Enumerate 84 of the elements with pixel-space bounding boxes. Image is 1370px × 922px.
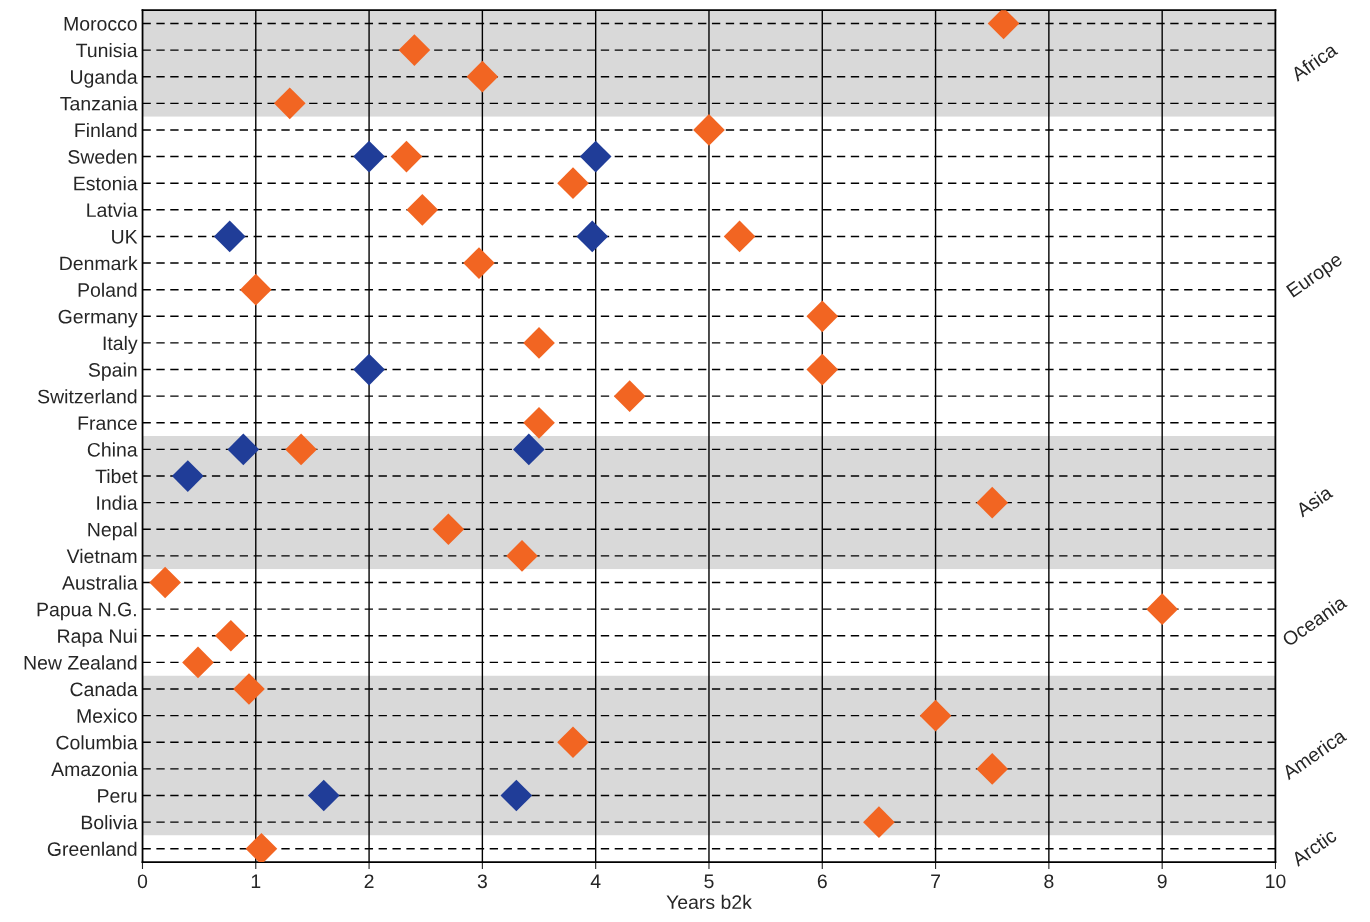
point xyxy=(557,726,589,759)
band-label: Asia xyxy=(1294,484,1334,518)
point xyxy=(557,167,589,200)
point xyxy=(213,220,246,253)
point xyxy=(919,699,952,732)
y-tick-label: Poland xyxy=(78,282,137,297)
point xyxy=(390,140,423,173)
point xyxy=(182,646,214,679)
y-tick-label: Amazonia xyxy=(51,761,138,777)
x-tick-label: 8 xyxy=(1044,874,1054,889)
y-tick-label: Tunisia xyxy=(76,43,138,58)
y-tick-label: Nepal xyxy=(88,522,137,541)
point xyxy=(463,247,495,279)
point xyxy=(806,353,839,386)
x-tick-label: 2 xyxy=(364,874,374,888)
x-tick-label: 5 xyxy=(704,874,714,889)
point xyxy=(506,540,538,572)
x-tick-label: 3 xyxy=(477,874,487,889)
point xyxy=(171,460,204,492)
point xyxy=(523,406,555,439)
point xyxy=(976,486,1009,519)
y-tick-label: Bolivia xyxy=(81,815,138,830)
y-tick-label: Morocco xyxy=(64,17,137,31)
point xyxy=(723,220,756,253)
point xyxy=(398,34,431,66)
x-tick-label: 9 xyxy=(1157,874,1167,889)
point xyxy=(273,87,306,120)
y-tick-label: Italy xyxy=(103,335,138,355)
point xyxy=(353,140,385,173)
y-tick-label: Finland xyxy=(75,122,137,138)
point xyxy=(149,566,181,599)
y-tick-label: Estonia xyxy=(74,176,138,191)
x-tick-label: 6 xyxy=(817,874,827,889)
x-tick-label: 1 xyxy=(251,874,261,888)
y-tick-label: UK xyxy=(112,230,138,244)
point xyxy=(353,353,385,386)
point xyxy=(693,114,725,146)
point xyxy=(215,619,247,652)
y-tick-label: Canada xyxy=(70,681,138,697)
y-tick-label: New Zealand xyxy=(24,655,137,670)
point xyxy=(1146,593,1179,625)
point xyxy=(806,300,839,333)
x-tick-label: 0 xyxy=(137,874,148,889)
point xyxy=(432,513,465,546)
y-tick-label: Tibet xyxy=(95,468,138,484)
y-tick-label: Denmark xyxy=(60,256,138,271)
point xyxy=(579,140,612,173)
point xyxy=(245,832,278,863)
point xyxy=(227,433,260,466)
y-tick-label: Rapa Nui xyxy=(58,628,137,647)
x-tick-label: 10 xyxy=(1266,874,1286,889)
point xyxy=(863,806,895,838)
point xyxy=(576,220,609,253)
point xyxy=(233,673,265,705)
x-tick-label: 4 xyxy=(590,874,601,888)
x-tick-label: 7 xyxy=(931,874,940,888)
point xyxy=(976,753,1009,785)
y-tick-label: Mexico xyxy=(77,708,137,723)
point xyxy=(500,779,533,812)
y-tick-label: Uganda xyxy=(71,69,138,88)
point xyxy=(523,327,555,359)
y-tick-label: Germany xyxy=(58,309,138,328)
y-tick-label: India xyxy=(97,495,138,510)
y-tick-label: Vietnam xyxy=(66,548,137,564)
y-tick-label: Latvia xyxy=(87,202,138,218)
y-tick-label: Switzerland xyxy=(38,389,137,404)
point xyxy=(613,380,646,413)
y-tick-label: Columbia xyxy=(56,735,138,750)
point xyxy=(307,779,340,812)
point xyxy=(466,60,499,93)
y-tick-label: Papua N.G. xyxy=(37,602,136,621)
y-tick-label: Peru xyxy=(98,789,137,803)
y-tick-label: Spain xyxy=(88,362,137,381)
y-tick-label: Australia xyxy=(62,575,138,590)
point xyxy=(406,193,439,226)
y-tick-label: Tanzania xyxy=(60,96,138,111)
y-tick-label: Greenland xyxy=(47,841,137,856)
y-tick-label: Sweden xyxy=(68,149,137,164)
x-axis-title: Years b2k xyxy=(666,894,752,910)
y-tick-label: France xyxy=(78,416,137,431)
y-tick-label: China xyxy=(87,442,138,457)
point xyxy=(512,433,545,466)
point xyxy=(285,433,317,466)
point xyxy=(239,273,272,306)
